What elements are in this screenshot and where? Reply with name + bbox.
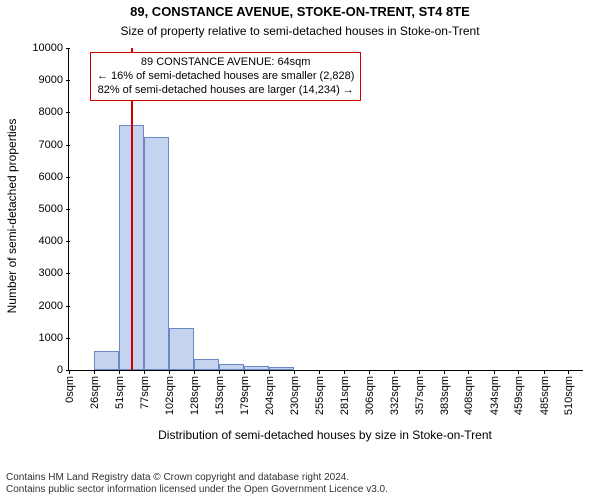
x-tick-label: 459sqm <box>511 370 525 415</box>
x-tick-label: 383sqm <box>437 370 451 415</box>
x-tick-label: 51sqm <box>112 370 126 409</box>
footer-line1: Contains HM Land Registry data © Crown c… <box>6 472 388 484</box>
x-tick-label: 230sqm <box>287 370 301 415</box>
annotation-line: 89 CONSTANCE AVENUE: 64sqm <box>97 56 354 70</box>
x-tick-label: 0sqm <box>62 370 76 403</box>
y-tick-label: 10000 <box>32 42 69 54</box>
histogram-bar <box>94 351 118 370</box>
x-tick-label: 332sqm <box>387 370 401 415</box>
x-tick-label: 77sqm <box>137 370 151 409</box>
chart-container: 89, CONSTANCE AVENUE, STOKE-ON-TRENT, ST… <box>0 0 600 500</box>
x-tick-label: 255sqm <box>312 370 326 415</box>
y-tick-label: 6000 <box>39 171 69 183</box>
y-tick-label: 7000 <box>39 139 69 151</box>
chart-subtitle: Size of property relative to semi-detach… <box>0 24 600 38</box>
y-tick-label: 4000 <box>39 235 69 247</box>
y-tick-label: 1000 <box>39 332 69 344</box>
x-tick-label: 485sqm <box>537 370 551 415</box>
annotation-box: 89 CONSTANCE AVENUE: 64sqm← 16% of semi-… <box>90 52 361 101</box>
x-tick-label: 128sqm <box>187 370 201 415</box>
x-tick-label: 179sqm <box>237 370 251 415</box>
y-tick-label: 3000 <box>39 267 69 279</box>
x-tick-label: 357sqm <box>412 370 426 415</box>
x-axis-label: Distribution of semi-detached houses by … <box>68 428 582 442</box>
x-tick-label: 306sqm <box>362 370 376 415</box>
y-tick-label: 8000 <box>39 106 69 118</box>
footer-line2: Contains public sector information licen… <box>6 484 388 496</box>
annotation-line: 82% of semi-detached houses are larger (… <box>97 84 354 98</box>
x-tick-label: 434sqm <box>487 370 501 415</box>
histogram-bar <box>244 366 268 370</box>
histogram-bar <box>219 364 244 370</box>
y-tick-label: 5000 <box>39 203 69 215</box>
x-tick-label: 153sqm <box>212 370 226 415</box>
x-tick-label: 26sqm <box>87 370 101 409</box>
histogram-bar <box>169 328 194 370</box>
y-tick-label: 2000 <box>39 300 69 312</box>
y-tick-label: 9000 <box>39 74 69 86</box>
x-tick-label: 204sqm <box>262 370 276 415</box>
histogram-bar <box>269 367 294 370</box>
chart-title: 89, CONSTANCE AVENUE, STOKE-ON-TRENT, ST… <box>0 4 600 19</box>
attribution-footer: Contains HM Land Registry data © Crown c… <box>6 472 388 496</box>
x-tick-label: 102sqm <box>162 370 176 415</box>
x-tick-label: 281sqm <box>337 370 351 415</box>
histogram-bar <box>194 359 218 370</box>
annotation-line: ← 16% of semi-detached houses are smalle… <box>97 70 354 84</box>
x-tick-label: 408sqm <box>461 370 475 415</box>
histogram-bar <box>144 137 168 370</box>
y-axis-label: Number of semi-detached properties <box>5 55 19 377</box>
x-tick-label: 510sqm <box>561 370 575 415</box>
